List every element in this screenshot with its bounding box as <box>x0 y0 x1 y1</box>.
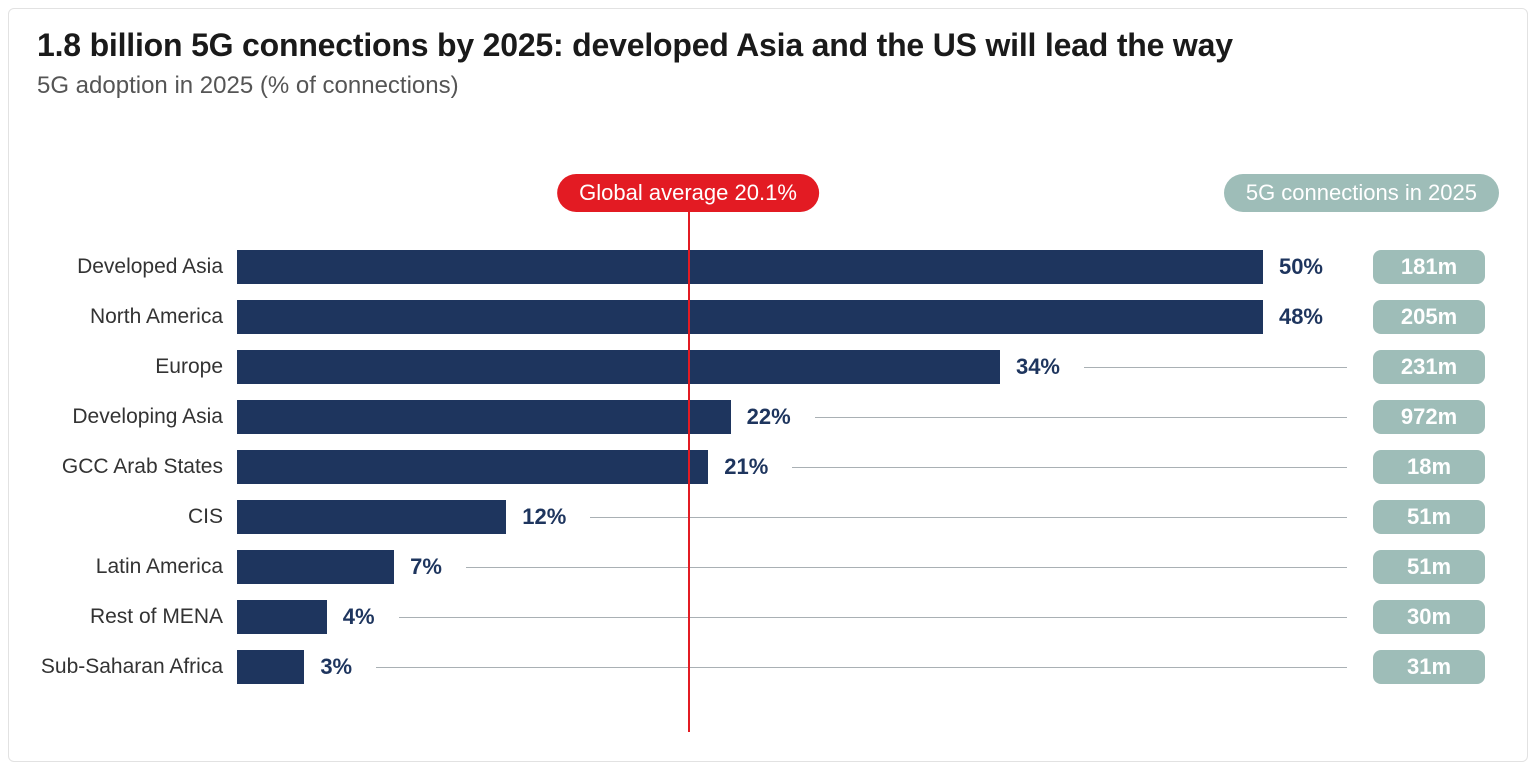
bar-value-label: 34% <box>1016 354 1060 380</box>
bar-row: Latin America 7% 51m <box>37 542 1499 592</box>
bar-row: North America 48% 205m <box>37 292 1499 342</box>
connections-header-pill: 5G connections in 2025 <box>1224 174 1499 212</box>
category-label: Developed Asia <box>37 255 237 279</box>
connection-pill: 972m <box>1373 400 1485 434</box>
bar-value-label: 21% <box>724 454 768 480</box>
global-average-label: Global average 20.1% <box>579 180 797 205</box>
connection-pill-column: 231m <box>1359 350 1499 384</box>
category-label: CIS <box>37 505 237 529</box>
bar <box>237 400 731 434</box>
bar-value-label: 50% <box>1279 254 1323 280</box>
bar <box>237 500 506 534</box>
global-average-line <box>688 208 690 242</box>
bar <box>237 600 327 634</box>
category-label: Developing Asia <box>37 405 237 429</box>
connection-pill-column: 31m <box>1359 650 1499 684</box>
connection-pill-column: 205m <box>1359 300 1499 334</box>
bar-track: 3% <box>237 650 1359 684</box>
bar-track: 34% <box>237 350 1359 384</box>
bar-track: 21% <box>237 450 1359 484</box>
bar <box>237 550 394 584</box>
bar <box>237 300 1263 334</box>
bar-track: 4% <box>237 600 1359 634</box>
bar-track: 50% <box>237 250 1359 284</box>
category-label: Rest of MENA <box>37 605 237 629</box>
category-label: Europe <box>37 355 237 379</box>
connection-pill-column: 51m <box>1359 500 1499 534</box>
connection-pill: 51m <box>1373 500 1485 534</box>
connection-pill: 31m <box>1373 650 1485 684</box>
bar-value-label: 12% <box>522 504 566 530</box>
connection-pill-column: 30m <box>1359 600 1499 634</box>
connector-line <box>590 517 1347 518</box>
bar-value-label: 4% <box>343 604 375 630</box>
bar-row: GCC Arab States 21% 18m <box>37 442 1499 492</box>
bar <box>237 650 304 684</box>
connector-line <box>815 417 1347 418</box>
bar-value-label: 22% <box>747 404 791 430</box>
connection-pill: 18m <box>1373 450 1485 484</box>
bar-row: CIS 12% 51m <box>37 492 1499 542</box>
global-average-line-extension <box>688 242 690 732</box>
bar <box>237 350 1000 384</box>
global-average-pill: Global average 20.1% <box>557 174 819 212</box>
bar-track: 22% <box>237 400 1359 434</box>
category-label: Sub-Saharan Africa <box>37 655 237 679</box>
connection-pill: 181m <box>1373 250 1485 284</box>
chart-area: Global average 20.1% 5G connections in 2… <box>37 174 1499 743</box>
connector-line <box>1084 367 1347 368</box>
connector-line <box>399 617 1347 618</box>
connection-pill-column: 51m <box>1359 550 1499 584</box>
connection-pill: 231m <box>1373 350 1485 384</box>
bars-container: Developed Asia 50% 181m North America 48% 205… <box>37 242 1499 692</box>
bar-track: 48% <box>237 300 1359 334</box>
bar-value-label: 48% <box>1279 304 1323 330</box>
bar-track: 12% <box>237 500 1359 534</box>
bar-track: 7% <box>237 550 1359 584</box>
bar-row: Developing Asia 22% 972m <box>37 392 1499 442</box>
connection-pill-column: 181m <box>1359 250 1499 284</box>
connections-header-label: 5G connections in 2025 <box>1246 180 1477 205</box>
bar-row: Developed Asia 50% 181m <box>37 242 1499 292</box>
connector-line <box>466 567 1347 568</box>
bar <box>237 250 1263 284</box>
category-label: GCC Arab States <box>37 455 237 479</box>
chart-card: 1.8 billion 5G connections by 2025: deve… <box>8 8 1528 762</box>
connection-pill: 30m <box>1373 600 1485 634</box>
connection-pill: 205m <box>1373 300 1485 334</box>
category-label: Latin America <box>37 555 237 579</box>
chart-subtitle: 5G adoption in 2025 (% of connections) <box>37 72 1499 100</box>
connection-pill-column: 18m <box>1359 450 1499 484</box>
bar-value-label: 3% <box>320 654 352 680</box>
connector-line <box>792 467 1347 468</box>
chart-title: 1.8 billion 5G connections by 2025: deve… <box>37 27 1499 64</box>
bar-row: Europe 34% 231m <box>37 342 1499 392</box>
bar-row: Rest of MENA 4% 30m <box>37 592 1499 642</box>
connection-pill-column: 972m <box>1359 400 1499 434</box>
connection-pill: 51m <box>1373 550 1485 584</box>
bar <box>237 450 708 484</box>
bar-value-label: 7% <box>410 554 442 580</box>
bar-row: Sub-Saharan Africa 3% 31m <box>37 642 1499 692</box>
category-label: North America <box>37 305 237 329</box>
connector-line <box>376 667 1347 668</box>
